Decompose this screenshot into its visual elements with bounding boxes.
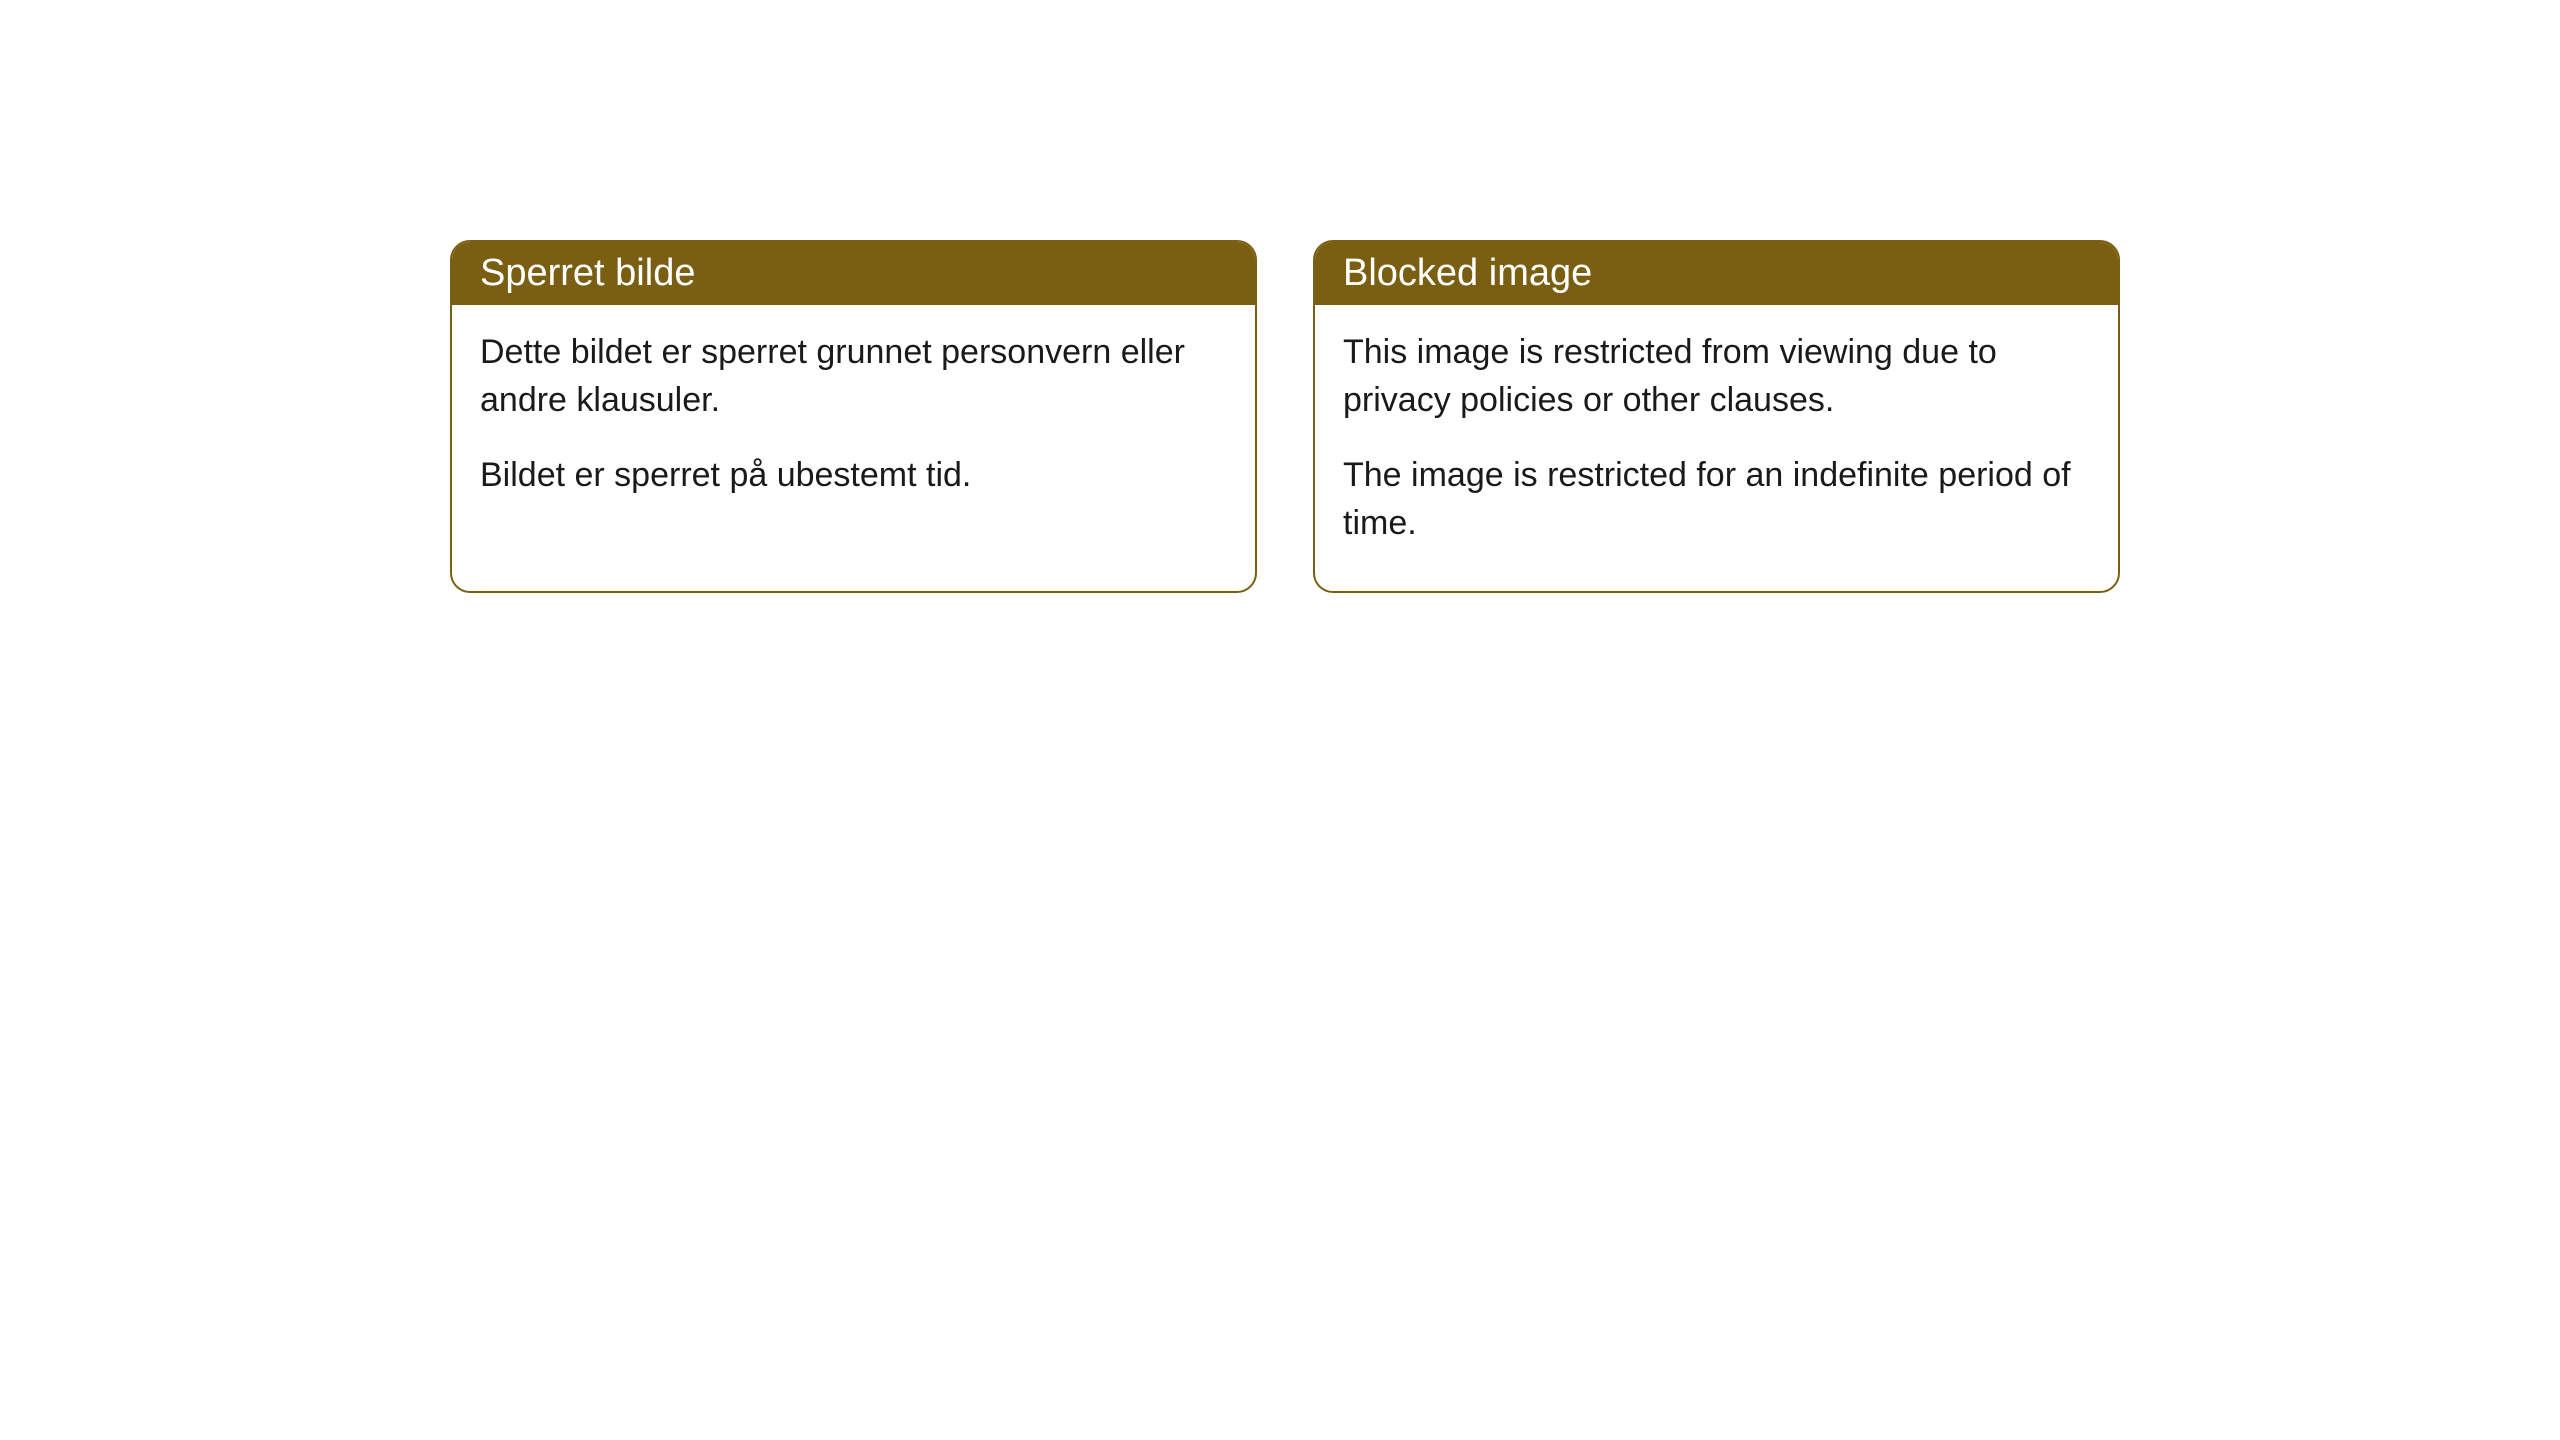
card-body-english: This image is restricted from viewing du… xyxy=(1315,305,2118,591)
card-text-english-1: This image is restricted from viewing du… xyxy=(1343,329,2090,424)
card-header-norwegian: Sperret bilde xyxy=(452,242,1255,305)
card-english: Blocked image This image is restricted f… xyxy=(1313,240,2120,593)
card-body-norwegian: Dette bildet er sperret grunnet personve… xyxy=(452,305,1255,544)
cards-container: Sperret bilde Dette bildet er sperret gr… xyxy=(450,240,2120,593)
card-norwegian: Sperret bilde Dette bildet er sperret gr… xyxy=(450,240,1257,593)
card-text-norwegian-2: Bildet er sperret på ubestemt tid. xyxy=(480,452,1227,500)
card-text-norwegian-1: Dette bildet er sperret grunnet personve… xyxy=(480,329,1227,424)
card-text-english-2: The image is restricted for an indefinit… xyxy=(1343,452,2090,547)
card-header-english: Blocked image xyxy=(1315,242,2118,305)
